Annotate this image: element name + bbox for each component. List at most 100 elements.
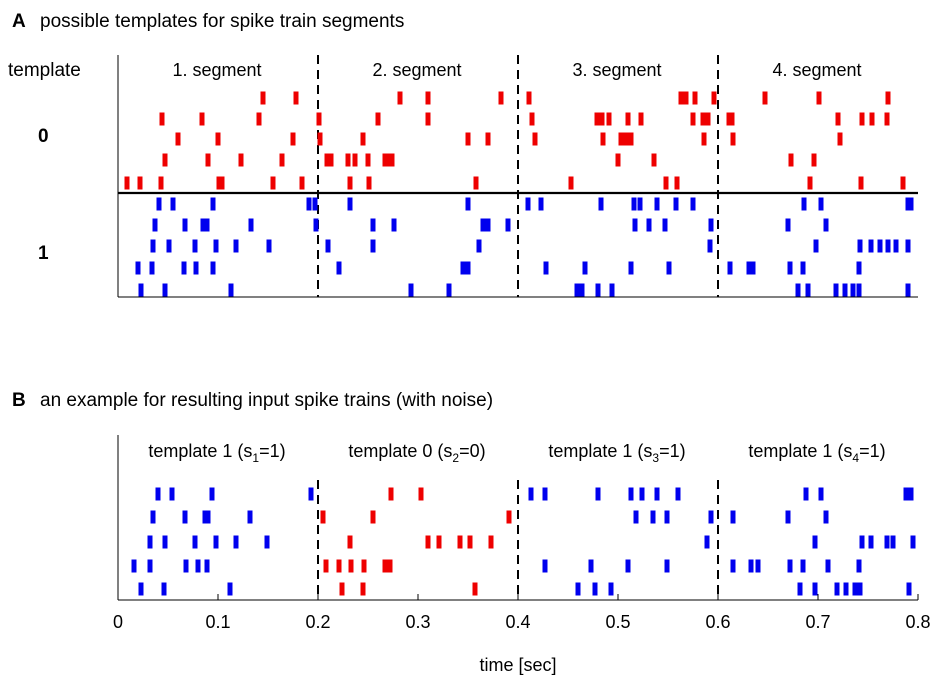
template-1-spike <box>306 197 312 211</box>
template-0-spike <box>158 176 164 190</box>
template-0-spike <box>807 176 813 190</box>
template-0-spike <box>425 91 431 105</box>
template-0-spike <box>701 132 707 146</box>
template-0-spike <box>692 91 698 105</box>
template-1-spike <box>485 218 491 232</box>
template-0-spike <box>526 91 532 105</box>
input-spike <box>195 559 201 573</box>
template-0-spike <box>324 153 330 167</box>
template-1-spike <box>690 197 696 211</box>
panel-a-segment-boundaries <box>317 55 719 297</box>
segment-label-1: 1. segment <box>172 60 261 80</box>
template-0-spike <box>674 176 680 190</box>
template-0-spike <box>256 112 262 126</box>
template-1-spike <box>233 239 239 253</box>
template-0-spike <box>375 112 381 126</box>
template-0-spike <box>884 112 890 126</box>
input-spike <box>825 559 831 573</box>
template-0-spike <box>594 112 600 126</box>
input-spike <box>890 535 896 549</box>
panel-a-letter: A <box>12 11 26 32</box>
input-spike <box>348 559 354 573</box>
template-0-spike <box>382 153 388 167</box>
panel-b-spikes <box>131 487 916 596</box>
template-0-spike <box>678 91 684 105</box>
template-1-spike <box>152 218 158 232</box>
input-spike <box>675 487 681 501</box>
input-spike <box>708 510 714 524</box>
template-1-spike <box>460 261 466 275</box>
template-0-spike <box>651 153 657 167</box>
template-1-spike <box>856 283 862 297</box>
input-spike <box>730 559 736 573</box>
template-column-header: template <box>8 60 81 81</box>
input-spike <box>360 582 366 596</box>
input-spike <box>755 559 761 573</box>
input-spike <box>664 559 670 573</box>
template-0-spike <box>705 112 711 126</box>
input-spike <box>339 582 345 596</box>
template-0-spike <box>162 153 168 167</box>
template-1-spike <box>823 218 829 232</box>
b-segment-label-4: template 1 (s4=1) <box>748 441 885 465</box>
template-1-spike <box>833 283 839 297</box>
template-0-spike <box>290 132 296 146</box>
template-0-spike <box>859 112 865 126</box>
x-axis-ticks: 0 0.1 0.2 0.3 0.4 0.5 0.6 0.7 0.8 <box>113 594 931 632</box>
b-segment-label-2: template 0 (s2=0) <box>348 441 485 465</box>
template-1-spike <box>801 197 807 211</box>
input-spike <box>542 559 548 573</box>
input-spike <box>575 582 581 596</box>
input-spike <box>595 487 601 501</box>
input-spike <box>370 510 376 524</box>
input-spike <box>856 559 862 573</box>
input-spike <box>264 535 270 549</box>
template-1-spike <box>370 218 376 232</box>
template-1-spike <box>727 261 733 275</box>
template-0-spike <box>638 112 644 126</box>
input-spike <box>664 510 670 524</box>
input-spike <box>859 535 865 549</box>
input-spike <box>182 510 188 524</box>
input-spike <box>592 582 598 596</box>
template-0-spike <box>600 132 606 146</box>
template-1-spike <box>632 218 638 232</box>
input-spike <box>183 559 189 573</box>
template-1-spike <box>170 197 176 211</box>
template-1-spike <box>480 218 486 232</box>
x-tick-label: 0.8 <box>905 612 930 632</box>
input-spike <box>528 487 534 501</box>
template-0-spike <box>618 132 624 146</box>
template-1-label: 1 <box>38 243 49 264</box>
input-spike <box>147 559 153 573</box>
template-1-spike <box>905 283 911 297</box>
input-spike <box>155 487 161 501</box>
template-1-spike <box>813 239 819 253</box>
template-1-spike <box>868 239 874 253</box>
template-1-spike <box>138 283 144 297</box>
template-1-spike <box>166 239 172 253</box>
template-1-spike <box>795 283 801 297</box>
input-spike <box>361 559 367 573</box>
template-0-spike <box>885 91 891 105</box>
template-0-spike <box>532 132 538 146</box>
template-0-spike <box>270 176 276 190</box>
template-1-spike <box>579 283 585 297</box>
template-1-spike <box>646 218 652 232</box>
template-1-spike <box>787 261 793 275</box>
template-1-spike <box>893 239 899 253</box>
template-0-spike <box>663 176 669 190</box>
x-tick-label: 0.5 <box>605 612 630 632</box>
template-0-spike <box>683 91 689 105</box>
template-0-spike <box>498 91 504 105</box>
template-1-spike <box>192 239 198 253</box>
template-0-spike <box>137 176 143 190</box>
template-0-spike <box>345 153 351 167</box>
template-0-spike <box>485 132 491 146</box>
template-1-spike <box>628 261 634 275</box>
input-spike <box>169 487 175 501</box>
input-spike <box>202 510 208 524</box>
template-0-spike <box>360 132 366 146</box>
template-1-spike <box>805 283 811 297</box>
x-tick-label: 0.6 <box>705 612 730 632</box>
